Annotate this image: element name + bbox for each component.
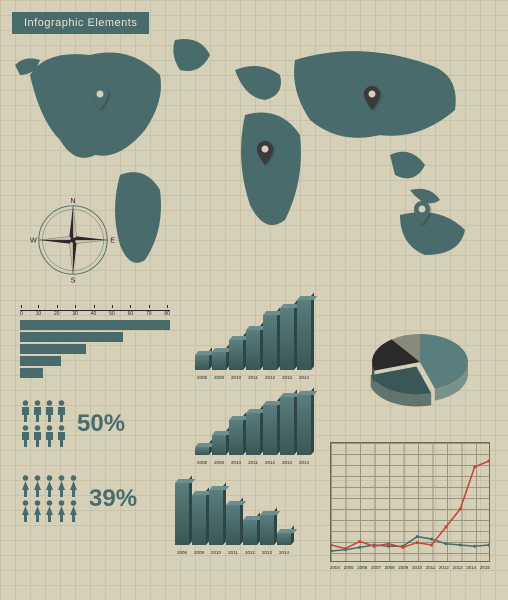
people-male-block: 50% bbox=[20, 400, 125, 447]
line-x-labels: 2004200520062007200820092010201120122013… bbox=[330, 565, 490, 570]
person-female-icon bbox=[68, 475, 79, 497]
compass-e: E bbox=[110, 236, 115, 245]
hbar-bar bbox=[20, 320, 170, 330]
person-female-icon bbox=[68, 500, 79, 522]
line-grid bbox=[330, 442, 490, 562]
compass-w: W bbox=[30, 236, 37, 245]
person-male-icon bbox=[44, 400, 55, 422]
vbar-bar bbox=[246, 413, 260, 455]
person-male-icon bbox=[20, 425, 31, 447]
compass: N E S W bbox=[28, 195, 118, 285]
person-female-icon bbox=[44, 500, 55, 522]
person-male-icon bbox=[32, 425, 43, 447]
vbar-bar bbox=[195, 355, 209, 370]
person-male-icon bbox=[44, 425, 55, 447]
vertical-bar-chart-1: 2008200920102011201220132014 bbox=[195, 300, 311, 370]
vbar-bar bbox=[297, 395, 311, 455]
female-percent: 39% bbox=[89, 485, 137, 513]
compass-s: S bbox=[71, 275, 76, 284]
hbar-bar bbox=[20, 332, 123, 342]
vbar-bar bbox=[263, 405, 277, 455]
map-pin-icon bbox=[414, 201, 430, 225]
vbar-labels: 2008200920102011201220132014 bbox=[195, 375, 311, 380]
vbar-bar bbox=[209, 490, 223, 545]
person-female-icon bbox=[56, 500, 67, 522]
hbar-bars bbox=[20, 320, 170, 378]
vbar-bar bbox=[212, 435, 226, 455]
map-pin-icon bbox=[92, 86, 108, 110]
person-female-icon bbox=[20, 500, 31, 522]
person-male-icon bbox=[32, 400, 43, 422]
compass-n: N bbox=[70, 196, 75, 205]
person-male-icon bbox=[56, 425, 67, 447]
person-female-icon bbox=[20, 475, 31, 497]
horizontal-bar-chart: 01020304050607080 bbox=[20, 310, 170, 380]
map-pin-icon bbox=[364, 86, 380, 110]
line-chart: 2004200520062007200820092010201120122013… bbox=[330, 442, 490, 582]
vbar-bar bbox=[226, 505, 240, 545]
people-female-block: 39% bbox=[20, 475, 137, 522]
vbar-bar bbox=[229, 340, 243, 370]
map-pin-icon bbox=[257, 141, 273, 165]
vbar-labels: 2008200920102011201220132014 bbox=[195, 460, 311, 465]
people-male-icons bbox=[20, 400, 67, 447]
vbar-bar bbox=[243, 520, 257, 545]
vbar-bar bbox=[280, 397, 294, 455]
vbar-bar bbox=[195, 447, 209, 455]
vbar-bar bbox=[260, 515, 274, 545]
vbar-bar bbox=[263, 315, 277, 370]
person-female-icon bbox=[44, 475, 55, 497]
line-series bbox=[331, 461, 489, 549]
hbar-bar bbox=[20, 368, 43, 378]
vertical-bar-chart-2: 2008200920102011201220132014 bbox=[195, 395, 311, 455]
people-female-icons bbox=[20, 475, 79, 522]
person-male-icon bbox=[56, 400, 67, 422]
vertical-bar-chart-3: 2008200920102011201220132014 bbox=[175, 480, 291, 545]
hbar-axis: 01020304050607080 bbox=[20, 310, 170, 316]
vbar-bar bbox=[175, 483, 189, 545]
vbar-bar bbox=[192, 495, 206, 545]
person-female-icon bbox=[56, 475, 67, 497]
hbar-bar bbox=[20, 356, 61, 366]
hbar-bar bbox=[20, 344, 86, 354]
vbar-labels: 2008200920102011201220132014 bbox=[175, 550, 291, 555]
vbar-bar bbox=[229, 420, 243, 455]
vbar-bar bbox=[280, 308, 294, 370]
vbar-bar bbox=[246, 330, 260, 370]
vbar-bar bbox=[297, 300, 311, 370]
person-female-icon bbox=[32, 500, 43, 522]
male-percent: 50% bbox=[77, 410, 125, 438]
pie-chart bbox=[360, 320, 480, 415]
vbar-bar bbox=[277, 533, 291, 545]
vbar-bar bbox=[212, 352, 226, 370]
person-male-icon bbox=[20, 400, 31, 422]
person-female-icon bbox=[32, 475, 43, 497]
